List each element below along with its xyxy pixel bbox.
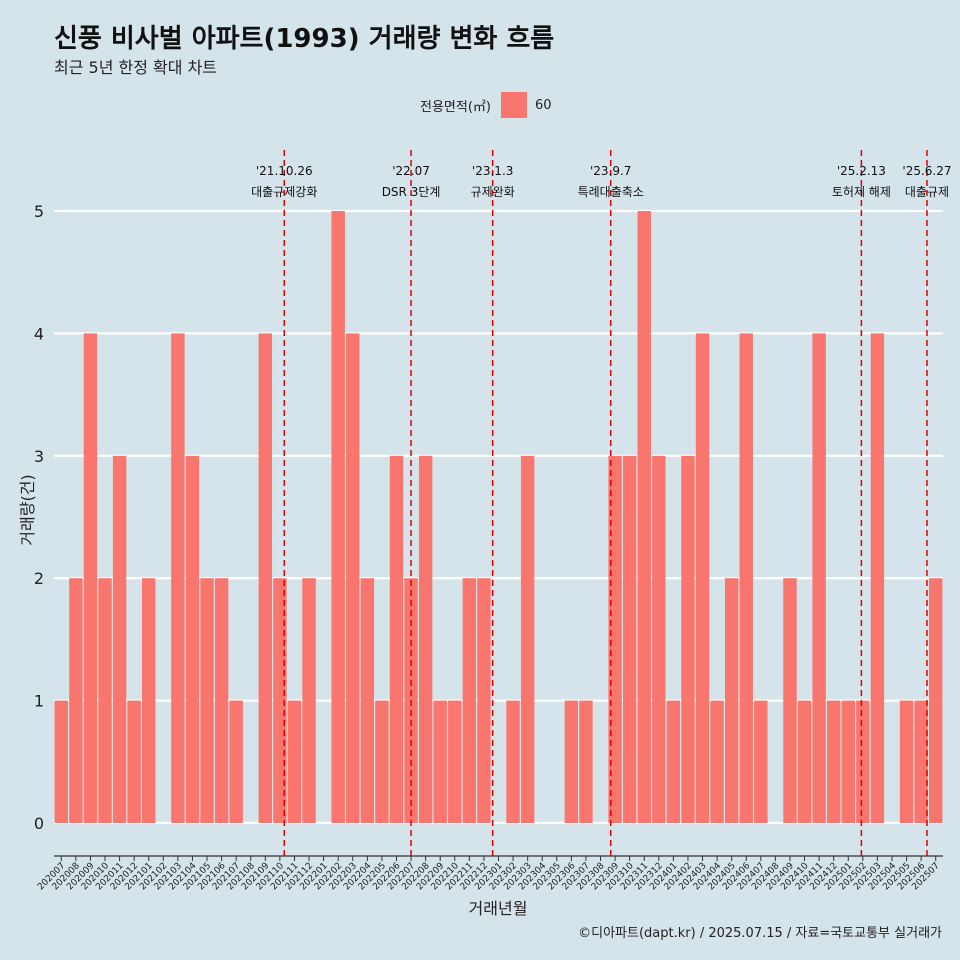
bar [171,333,185,823]
event-date: '23.9.7 [590,164,631,178]
bar [681,455,695,823]
bar [462,578,477,823]
bar [899,700,914,823]
bar [637,211,651,823]
bar [783,578,797,823]
bar [724,578,739,823]
bar [258,333,273,823]
bar [83,333,98,823]
bar [360,578,375,823]
bar [797,700,812,823]
bar [112,455,127,823]
source-caption: ©디아파트(dapt.kr) / 2025.07.15 / 자료=국토교통부 실… [578,926,942,941]
bar [856,700,870,823]
bar [273,578,287,823]
event-date: '25.2.13 [837,164,886,178]
chart-title: 신풍 비사벌 아파트(1993) 거래량 변화 흐름 [54,24,555,54]
event-date: '21.10.26 [256,164,313,178]
bar [346,333,360,823]
bar [214,578,229,823]
bar [870,333,885,823]
legend-title: 전용면적(㎡) [420,99,491,115]
event-label: 특례대출축소 [578,185,644,199]
y-axis: 0 1 2 3 4 5 [34,202,44,833]
event-markers: '21.10.26 대출규제강화 '22.07 DSR 3단계 '23.1.3 규제완화 '… [251,150,952,856]
legend-item-label: 60 [534,97,552,113]
bar [477,578,491,823]
bar [520,455,535,823]
bar [608,455,622,823]
legend: 전용면적(㎡) 60 [420,92,552,118]
bar [229,700,243,823]
bar [98,578,112,823]
x-axis-label: 거래년월 [469,899,528,918]
event-label: 규제완화 [471,185,515,199]
x-axis: 2020072020082020092020102020112020122021… [36,855,943,892]
bars [54,211,943,823]
legend-swatch [500,92,527,118]
event-label: 대출규제 [905,185,949,199]
bar [826,700,841,823]
bar [622,455,637,823]
event-date: '23.1.3 [472,164,513,178]
bar [69,578,83,823]
bar [812,333,826,823]
bar [710,700,724,823]
bar [389,455,404,823]
y-axis-label: 거래량(건) [18,474,37,545]
bar [754,700,768,823]
bar [127,700,141,823]
event-date: '22.07 [392,164,430,178]
y-tick-label: 4 [34,324,44,343]
event-label: DSR 3단계 [382,185,441,199]
chart-subtitle: 최근 5년 한정 확대 차트 [54,58,218,77]
y-tick-label: 2 [34,569,44,588]
bar [375,700,389,823]
y-tick-label: 3 [34,447,44,466]
bar [652,455,666,823]
bar [564,700,579,823]
bar [200,578,214,823]
bar [579,700,593,823]
bar [418,455,433,823]
bar [841,700,855,823]
bar [506,700,520,823]
bar [54,700,68,823]
event-label: 대출규제강화 [251,185,317,199]
y-tick-label: 1 [34,692,44,711]
bar [695,333,710,823]
bar [448,700,462,823]
bar [666,700,681,823]
bar [302,578,316,823]
y-tick-label: 5 [34,202,44,221]
bar [433,700,447,823]
bar [739,333,753,823]
bar [287,700,302,823]
bar [914,700,928,823]
bar [929,578,943,823]
event-date: '25.6.27 [902,164,951,178]
event-label: 토허제 해제 [832,185,891,199]
y-tick-label: 0 [34,814,44,833]
bar [331,211,345,823]
bar [185,455,200,823]
bar [142,578,156,823]
